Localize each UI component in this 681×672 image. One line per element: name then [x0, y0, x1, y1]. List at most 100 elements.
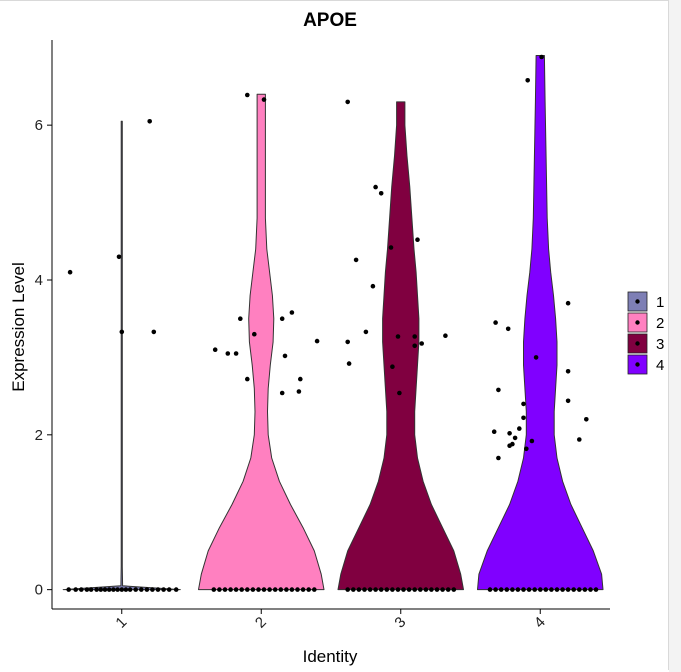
legend-dot-1: [635, 299, 640, 304]
point-1-13: [127, 587, 133, 592]
point-3-1: [351, 587, 356, 592]
point-2-26: [282, 353, 288, 359]
legend-label-4: 4: [656, 357, 664, 374]
point-1-16: [144, 587, 150, 592]
point-4-40: [525, 78, 530, 83]
point-3-15: [429, 587, 434, 592]
y-axis-title: Expression Level: [9, 262, 28, 391]
point-1-15: [139, 587, 144, 592]
point-4-16: [577, 587, 582, 592]
point-4-10: [543, 587, 549, 592]
point-2-25: [279, 316, 285, 322]
point-2-7: [250, 587, 256, 592]
point-1-18: [155, 587, 161, 592]
point-3-25: [370, 283, 376, 289]
point-2-19: [212, 347, 218, 353]
point-4-14: [565, 587, 571, 592]
point-2-30: [298, 376, 303, 382]
point-3-26: [373, 184, 378, 190]
point-1-0: [66, 587, 71, 592]
violin-2: [198, 93, 325, 591]
point-1-21: [173, 587, 179, 592]
point-1-14: [133, 587, 138, 592]
point-4-0: [487, 587, 493, 592]
point-1-4: [88, 587, 94, 592]
point-2-14: [289, 587, 295, 592]
x-tick-label-3: 3: [391, 614, 409, 632]
point-1-17: [150, 587, 155, 592]
point-1-24: [119, 329, 125, 335]
y-tick-label-6: 6: [35, 117, 43, 134]
point-4-18: [588, 587, 593, 592]
point-2-9: [261, 587, 267, 592]
point-4-31: [521, 401, 526, 407]
point-4-32: [524, 446, 529, 452]
legend-dot-4: [635, 362, 640, 367]
point-3-27: [378, 191, 384, 196]
x-axis-title: Identity: [303, 647, 358, 666]
point-1-11: [119, 587, 125, 592]
point-4-6: [521, 587, 526, 592]
window-edge: [669, 0, 681, 672]
point-4-28: [512, 435, 518, 441]
point-3-11: [406, 587, 412, 592]
point-2-17: [306, 587, 312, 592]
point-2-21: [233, 351, 239, 356]
legend-label-2: 2: [656, 315, 664, 332]
point-1-9: [111, 587, 116, 592]
point-1-6: [98, 587, 104, 592]
point-4-30: [521, 415, 526, 421]
point-3-20: [345, 99, 351, 105]
point-2-22: [238, 316, 243, 322]
point-2-29: [296, 389, 302, 394]
point-4-38: [577, 437, 582, 442]
point-3-35: [419, 341, 425, 346]
point-4-5: [515, 587, 521, 592]
point-3-13: [418, 587, 423, 592]
point-2-8: [256, 587, 261, 592]
point-2-5: [239, 587, 244, 592]
y-tick-label-4: 4: [35, 272, 43, 289]
point-1-22: [67, 269, 73, 275]
points-layer: [66, 54, 599, 592]
point-3-4: [367, 587, 373, 592]
point-1-23: [116, 254, 122, 260]
chart-title: APOE: [303, 10, 357, 31]
x-tick-label-2: 2: [252, 614, 270, 632]
point-2-28: [279, 390, 285, 396]
point-4-9: [538, 587, 543, 592]
point-2-3: [228, 587, 233, 592]
point-4-17: [582, 587, 588, 592]
point-2-32: [245, 92, 250, 98]
point-3-28: [388, 245, 394, 250]
legend-label-3: 3: [656, 336, 664, 353]
point-3-5: [373, 587, 378, 592]
point-4-37: [565, 398, 571, 404]
point-3-14: [423, 587, 429, 592]
point-2-2: [222, 587, 228, 592]
point-3-17: [440, 587, 445, 592]
point-4-13: [560, 587, 565, 592]
point-1-7: [102, 587, 108, 592]
legend: 1 2 3 4: [627, 291, 664, 375]
point-2-20: [225, 351, 231, 356]
point-4-21: [505, 326, 511, 332]
point-3-19: [451, 587, 457, 592]
point-3-32: [412, 334, 418, 339]
point-4-24: [496, 455, 501, 461]
point-4-39: [584, 417, 589, 422]
point-2-24: [252, 331, 257, 337]
point-4-4: [510, 587, 515, 592]
point-1-19: [161, 587, 166, 592]
point-3-23: [346, 361, 352, 366]
point-1-8: [106, 587, 112, 592]
point-4-11: [549, 587, 554, 592]
point-4-27: [510, 441, 515, 447]
violin-3: [337, 101, 464, 591]
point-1-5: [94, 587, 99, 592]
point-2-18: [312, 587, 317, 592]
legend-label-1: 1: [656, 294, 664, 311]
point-4-34: [533, 355, 539, 360]
point-3-21: [353, 257, 359, 263]
point-4-19: [593, 587, 599, 592]
